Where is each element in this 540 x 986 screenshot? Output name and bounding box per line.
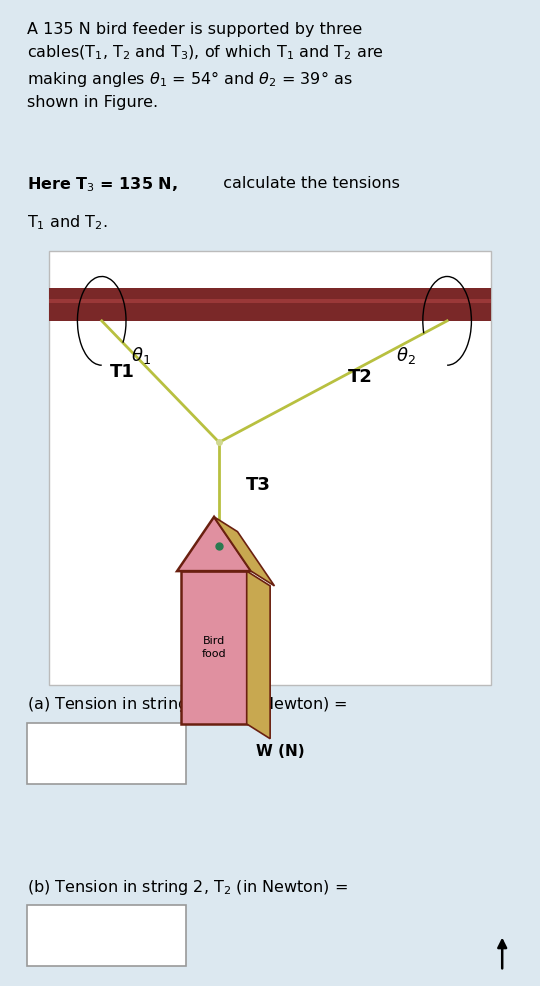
FancyBboxPatch shape	[181, 571, 247, 724]
FancyBboxPatch shape	[49, 288, 491, 320]
Text: (b) Tension in string 2, T$_2$ (in Newton) =: (b) Tension in string 2, T$_2$ (in Newto…	[27, 878, 348, 896]
FancyBboxPatch shape	[27, 723, 186, 784]
Text: calculate the tensions: calculate the tensions	[213, 176, 400, 190]
Text: (a) Tension in string 1, T$_1$ (in Newton) =: (a) Tension in string 1, T$_1$ (in Newto…	[27, 695, 348, 714]
Text: Bird
food: Bird food	[202, 636, 226, 659]
Text: A 135 N bird feeder is supported by three
cables(T$_1$, T$_2$ and T$_3$), of whi: A 135 N bird feeder is supported by thre…	[27, 22, 384, 110]
Text: T1: T1	[110, 363, 135, 381]
FancyBboxPatch shape	[49, 251, 491, 685]
Text: T$_1$ and T$_2$.: T$_1$ and T$_2$.	[27, 213, 107, 232]
Text: T2: T2	[348, 368, 373, 386]
Polygon shape	[214, 517, 274, 586]
Text: $\theta_2$: $\theta_2$	[396, 345, 416, 367]
Polygon shape	[247, 571, 270, 739]
FancyBboxPatch shape	[49, 299, 491, 303]
Text: $\theta_1$: $\theta_1$	[131, 345, 151, 367]
Polygon shape	[177, 517, 251, 571]
Text: Here T$_3$ = 135 N,: Here T$_3$ = 135 N,	[27, 176, 178, 194]
Text: T3: T3	[246, 475, 271, 494]
Text: W (N): W (N)	[256, 743, 305, 758]
FancyBboxPatch shape	[27, 905, 186, 966]
